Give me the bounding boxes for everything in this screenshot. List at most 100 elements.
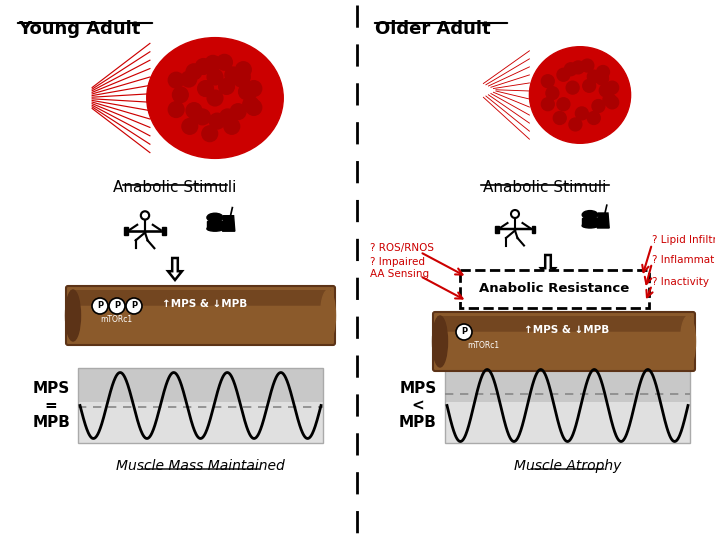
Circle shape bbox=[569, 118, 582, 131]
Text: P: P bbox=[461, 328, 467, 336]
Circle shape bbox=[202, 126, 217, 142]
Text: P: P bbox=[114, 301, 120, 311]
Circle shape bbox=[596, 72, 608, 85]
Bar bbox=[445, 368, 690, 401]
Circle shape bbox=[239, 84, 255, 100]
Bar bbox=[495, 225, 498, 232]
Circle shape bbox=[92, 298, 108, 314]
Text: ↑MPS & ↓MPB: ↑MPS & ↓MPB bbox=[162, 299, 247, 309]
Circle shape bbox=[224, 119, 240, 134]
Circle shape bbox=[564, 63, 577, 75]
Text: MPS
=
MPB: MPS = MPB bbox=[32, 381, 70, 430]
Ellipse shape bbox=[207, 213, 223, 222]
Polygon shape bbox=[222, 216, 235, 231]
Circle shape bbox=[557, 68, 570, 81]
Circle shape bbox=[606, 81, 618, 94]
Polygon shape bbox=[168, 258, 182, 280]
Circle shape bbox=[572, 61, 585, 74]
Circle shape bbox=[596, 66, 609, 78]
Text: Anabolic Stimuli: Anabolic Stimuli bbox=[113, 180, 237, 195]
Circle shape bbox=[168, 102, 184, 118]
Circle shape bbox=[207, 90, 223, 106]
Circle shape bbox=[217, 54, 232, 70]
FancyBboxPatch shape bbox=[70, 290, 331, 306]
Circle shape bbox=[541, 98, 554, 110]
Bar bbox=[582, 218, 598, 225]
Polygon shape bbox=[541, 255, 555, 277]
Bar bbox=[207, 222, 223, 229]
Circle shape bbox=[606, 96, 618, 109]
Text: Muscle Mass Maintained: Muscle Mass Maintained bbox=[116, 459, 285, 473]
Circle shape bbox=[587, 70, 600, 83]
Circle shape bbox=[566, 81, 579, 94]
Text: ? Impaired
AA Sensing: ? Impaired AA Sensing bbox=[370, 257, 429, 279]
Bar bbox=[78, 368, 323, 401]
Circle shape bbox=[209, 113, 225, 129]
Circle shape bbox=[207, 69, 223, 85]
Text: mTORc1: mTORc1 bbox=[100, 316, 132, 324]
Ellipse shape bbox=[582, 223, 598, 228]
Ellipse shape bbox=[66, 290, 81, 341]
Circle shape bbox=[186, 64, 202, 80]
Polygon shape bbox=[597, 213, 609, 228]
Circle shape bbox=[546, 87, 559, 100]
Circle shape bbox=[592, 100, 605, 113]
Circle shape bbox=[109, 298, 125, 314]
Circle shape bbox=[197, 80, 213, 96]
Circle shape bbox=[576, 107, 588, 120]
Circle shape bbox=[599, 84, 612, 97]
Ellipse shape bbox=[529, 46, 631, 143]
Circle shape bbox=[235, 62, 251, 78]
Text: ? Lipid Infiltration: ? Lipid Infiltration bbox=[652, 235, 715, 245]
Circle shape bbox=[233, 71, 249, 87]
Circle shape bbox=[541, 75, 554, 88]
Circle shape bbox=[181, 71, 197, 87]
Bar bbox=[124, 228, 128, 235]
Text: MPS
<
MPB: MPS < MPB bbox=[399, 381, 437, 430]
Text: ↑MPS & ↓MPB: ↑MPS & ↓MPB bbox=[524, 325, 610, 335]
FancyBboxPatch shape bbox=[460, 270, 649, 308]
Circle shape bbox=[225, 67, 241, 83]
Ellipse shape bbox=[582, 211, 598, 219]
Circle shape bbox=[126, 298, 142, 314]
Circle shape bbox=[168, 72, 184, 88]
Circle shape bbox=[587, 112, 600, 124]
Text: mTORc1: mTORc1 bbox=[467, 341, 499, 351]
Circle shape bbox=[246, 100, 262, 115]
Circle shape bbox=[456, 324, 472, 340]
Text: ? Inactivity: ? Inactivity bbox=[652, 277, 709, 287]
Text: Muscle Atrophy: Muscle Atrophy bbox=[514, 459, 621, 473]
FancyBboxPatch shape bbox=[66, 286, 335, 345]
Text: P: P bbox=[131, 301, 137, 311]
Circle shape bbox=[581, 59, 593, 72]
Text: Older Adult: Older Adult bbox=[375, 20, 490, 38]
Ellipse shape bbox=[207, 226, 223, 231]
Text: Anabolic Resistance: Anabolic Resistance bbox=[479, 282, 630, 295]
Circle shape bbox=[230, 104, 246, 120]
Bar bbox=[445, 368, 690, 443]
Bar bbox=[531, 225, 535, 232]
Text: P: P bbox=[97, 301, 103, 311]
Circle shape bbox=[553, 112, 566, 124]
Circle shape bbox=[205, 55, 221, 71]
Circle shape bbox=[557, 98, 570, 110]
Circle shape bbox=[219, 79, 235, 94]
Circle shape bbox=[220, 109, 235, 125]
Circle shape bbox=[235, 69, 250, 85]
Ellipse shape bbox=[147, 38, 283, 159]
Text: Young Adult: Young Adult bbox=[18, 20, 140, 38]
Circle shape bbox=[182, 119, 197, 134]
Bar bbox=[78, 401, 323, 443]
Ellipse shape bbox=[433, 316, 448, 367]
Circle shape bbox=[246, 80, 262, 96]
Ellipse shape bbox=[320, 290, 335, 341]
Circle shape bbox=[172, 87, 188, 103]
Circle shape bbox=[603, 93, 616, 106]
Text: ? Inflammation: ? Inflammation bbox=[652, 255, 715, 265]
FancyBboxPatch shape bbox=[433, 312, 695, 371]
Circle shape bbox=[243, 96, 259, 112]
Bar bbox=[162, 228, 166, 235]
Ellipse shape bbox=[681, 316, 696, 367]
FancyBboxPatch shape bbox=[437, 316, 691, 331]
Text: Anabolic Stimuli: Anabolic Stimuli bbox=[483, 180, 607, 195]
